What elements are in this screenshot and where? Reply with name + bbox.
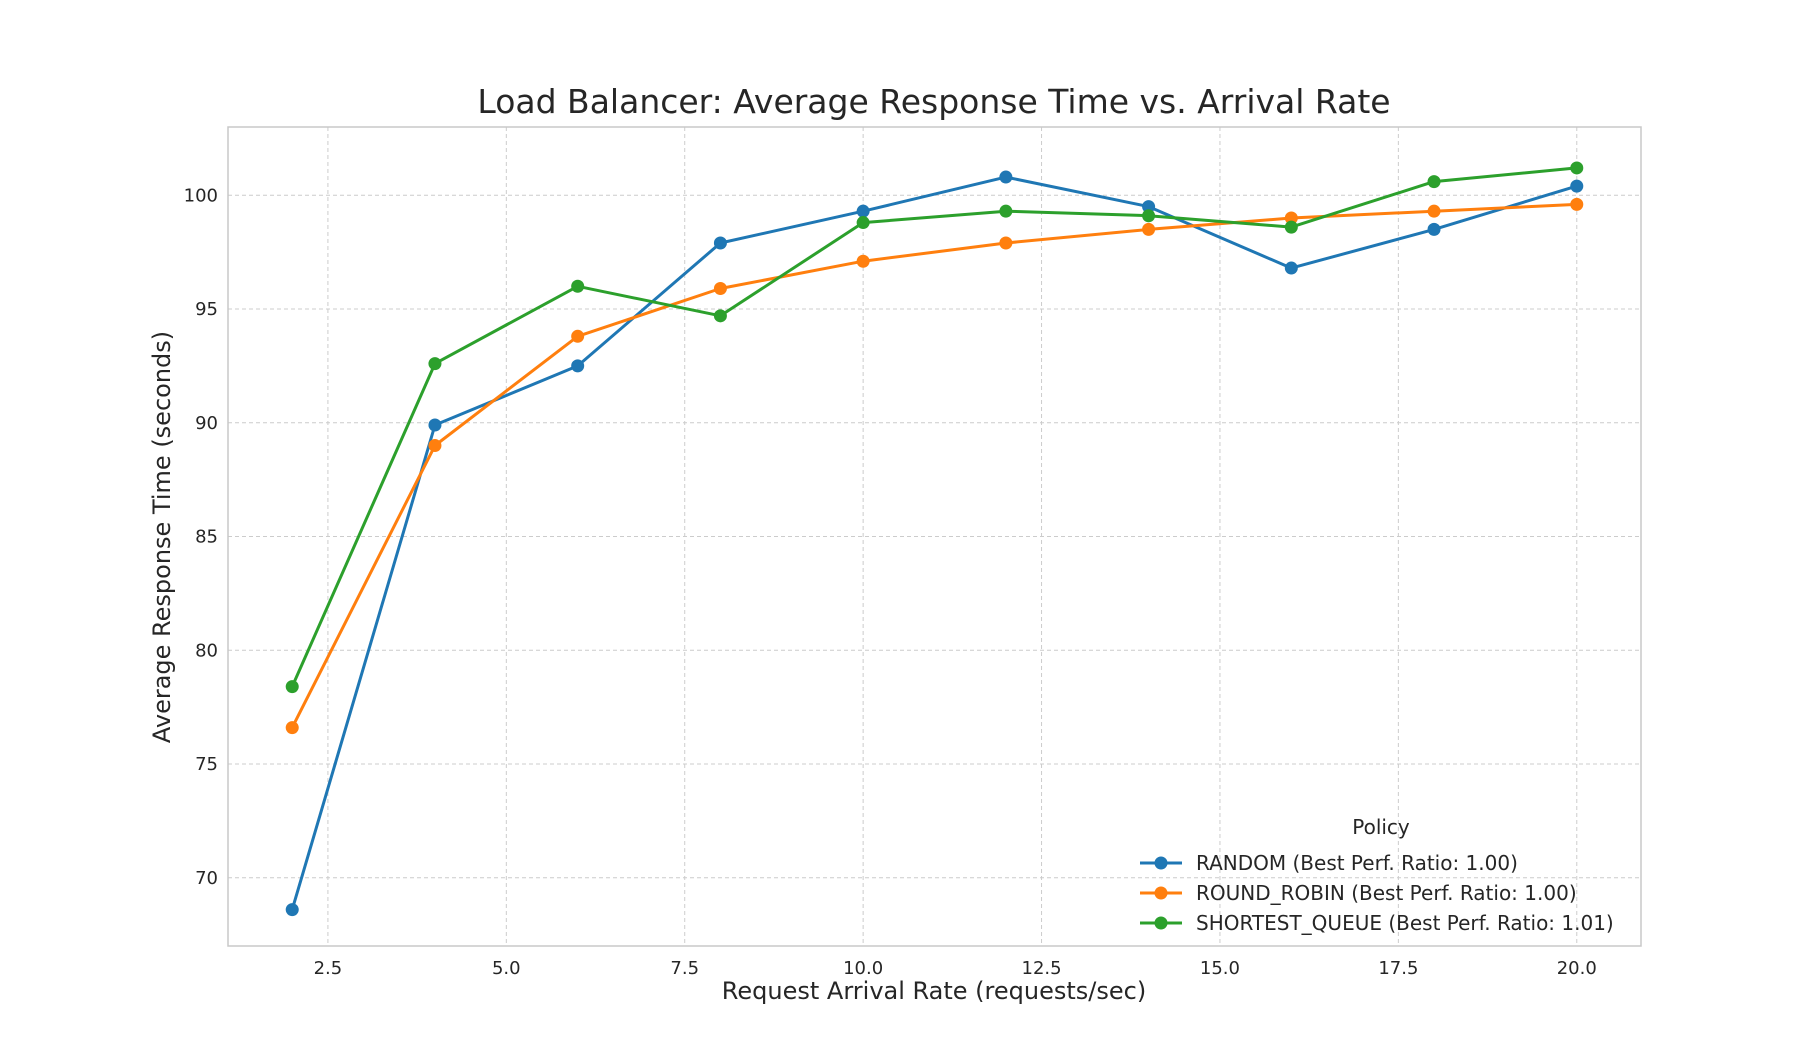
data-point (1570, 197, 1584, 211)
x-tick-label: 17.5 (1378, 958, 1418, 979)
y-tick-label: 90 (195, 413, 218, 434)
x-tick-label: 2.5 (314, 958, 343, 979)
legend-entry: ROUND_ROBIN (Best Perf. Ratio: 1.00) (1140, 881, 1577, 905)
data-point (999, 236, 1013, 250)
chart-title: Load Balancer: Average Response Time vs.… (477, 82, 1390, 121)
data-point (428, 439, 442, 452)
data-point (1427, 175, 1441, 189)
data-point (713, 282, 727, 296)
data-point (856, 254, 870, 268)
x-tick-label: 12.5 (1022, 958, 1062, 979)
series-lines (285, 161, 1584, 917)
series-line (290, 202, 1577, 729)
x-tick-label: 15.0 (1200, 958, 1240, 979)
legend-entry: RANDOM (Best Perf. Ratio: 1.00) (1140, 851, 1518, 875)
data-point (428, 418, 442, 432)
legend-title: Policy (1352, 815, 1410, 839)
y-tick-label: 100 (184, 185, 218, 206)
legend-label: RANDOM (Best Perf. Ratio: 1.00) (1196, 851, 1518, 875)
legend-label: ROUND_ROBIN (Best Perf. Ratio: 1.00) (1196, 881, 1577, 905)
y-tick-label: 95 (195, 299, 218, 320)
legend-marker (1154, 856, 1168, 870)
data-point (856, 204, 870, 218)
series-group (285, 197, 1584, 735)
legend-marker (1154, 886, 1168, 900)
data-point (571, 359, 585, 373)
legend-label: SHORTEST_QUEUE (Best Perf. Ratio: 1.01) (1196, 911, 1614, 935)
x-axis-label: Request Arrival Rate (requests/sec) (722, 977, 1146, 1005)
legend-marker (1154, 916, 1168, 930)
legend-items: RANDOM (Best Perf. Ratio: 1.00) ROUND_ROB… (1140, 851, 1614, 935)
data-point (571, 279, 585, 293)
y-tick-label: 75 (195, 754, 218, 775)
data-point (1284, 220, 1298, 234)
series-line (290, 175, 1578, 911)
data-point (1142, 209, 1156, 223)
data-point (285, 903, 299, 917)
series-line (290, 166, 1577, 688)
grid (228, 127, 1641, 946)
plot-area-frame (227, 126, 1642, 947)
data-point (713, 236, 727, 250)
y-axis-ticks: 70 75 80 85 90 95 100 (184, 185, 218, 889)
data-point (713, 309, 727, 323)
data-point (428, 357, 442, 371)
data-point (999, 170, 1013, 184)
y-tick-label: 80 (195, 640, 218, 661)
data-point (1427, 222, 1441, 236)
data-point (1284, 211, 1298, 225)
data-point (285, 721, 299, 735)
series-group (285, 161, 1584, 694)
data-point (1570, 179, 1584, 193)
data-point (1142, 222, 1156, 236)
data-point (571, 329, 585, 343)
legend-entry: SHORTEST_QUEUE (Best Perf. Ratio: 1.01) (1140, 911, 1614, 935)
data-point (1427, 204, 1441, 218)
y-tick-label: 85 (195, 527, 218, 548)
x-axis-ticks: 2.5 5.0 7.5 10.0 12.5 15.0 17.5 20.0 (314, 958, 1597, 979)
x-tick-label: 7.5 (670, 958, 699, 979)
x-tick-label: 5.0 (492, 958, 521, 979)
data-point (999, 204, 1013, 218)
data-point (1284, 261, 1298, 275)
series-group (285, 170, 1584, 917)
y-tick-label: 70 (195, 868, 218, 889)
data-point (1570, 161, 1584, 175)
y-axis-label: Average Response Time (seconds) (148, 331, 176, 743)
x-tick-label: 20.0 (1557, 958, 1597, 979)
data-point (1142, 200, 1156, 214)
legend: Policy RANDOM (Best Perf. Ratio: 1.00) RO… (1140, 815, 1614, 935)
data-point (285, 680, 299, 694)
x-tick-label: 10.0 (843, 958, 883, 979)
data-point (856, 216, 870, 230)
